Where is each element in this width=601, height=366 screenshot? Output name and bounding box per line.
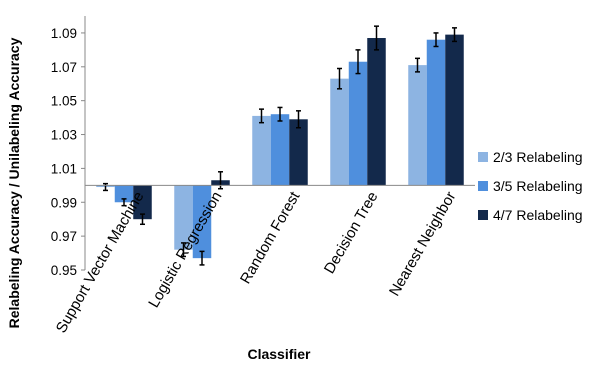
bar <box>426 39 446 186</box>
x-axis-title: Classifier <box>247 346 311 362</box>
bar <box>330 78 349 186</box>
legend: 2/3 Relabeling 3/5 Relabeling 4/7 Relabeli… <box>478 149 583 223</box>
bar <box>174 185 193 250</box>
y-tick-label: 1.09 <box>51 26 77 41</box>
bar <box>114 185 134 203</box>
bar <box>252 115 271 186</box>
bar <box>348 61 368 186</box>
bars-layer <box>96 34 464 259</box>
bar <box>289 119 308 186</box>
bar <box>270 114 290 186</box>
legend-label: 4/7 Relabeling <box>493 207 583 223</box>
bar <box>445 34 464 186</box>
legend-swatch <box>478 210 488 220</box>
y-axis-title: Relabeling Accuracy / Unilabeling Accura… <box>6 37 22 328</box>
category-label: Random Forest <box>237 188 304 287</box>
bar <box>133 185 152 220</box>
bar <box>367 38 386 186</box>
legend-swatch <box>478 181 488 191</box>
legend-label: 2/3 Relabeling <box>493 149 583 165</box>
y-tick-label: 0.95 <box>51 263 77 278</box>
bar <box>192 185 212 259</box>
y-tick-label: 1.03 <box>51 128 77 143</box>
y-axis-ticks: 0.95 0.97 0.99 1.01 1.03 1.05 1.07 1.09 <box>51 26 85 278</box>
y-tick-label: 1.07 <box>51 60 77 75</box>
category-label: Nearest Neighbor <box>386 189 460 299</box>
y-tick-label: 0.99 <box>51 195 77 210</box>
bar <box>408 65 427 186</box>
y-tick-label: 1.05 <box>51 94 77 109</box>
category-label: Decision Tree <box>321 189 382 277</box>
legend-swatch <box>478 152 488 162</box>
legend-label: 3/5 Relabeling <box>493 178 583 194</box>
y-tick-label: 0.97 <box>51 229 77 244</box>
y-tick-label: 1.01 <box>51 161 77 176</box>
error-bars-layer <box>103 25 457 266</box>
